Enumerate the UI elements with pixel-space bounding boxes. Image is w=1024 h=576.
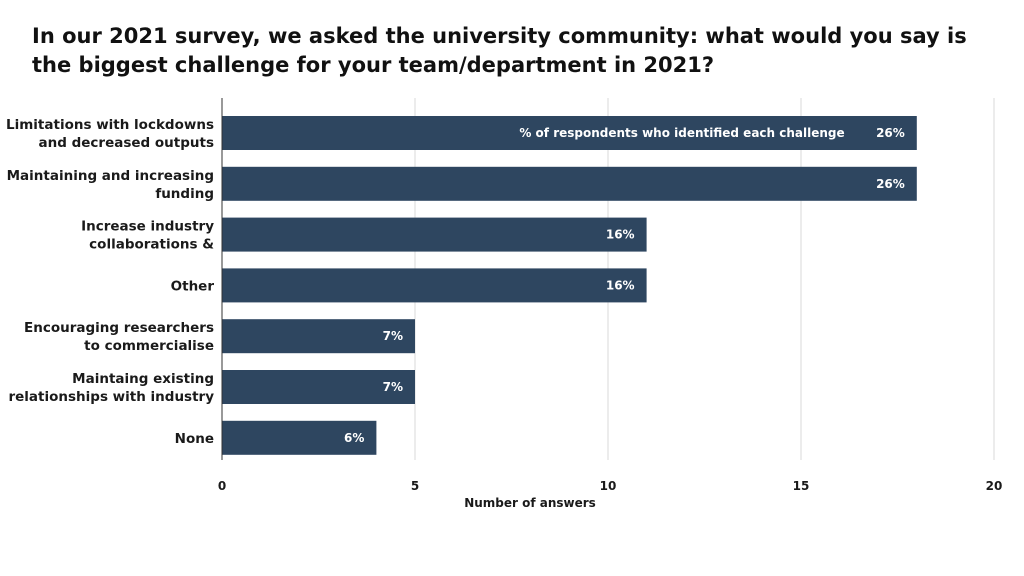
category-label: Maintaining and increasing [7, 168, 214, 184]
x-tick-label: 15 [793, 479, 810, 493]
bar-data-label: 6% [344, 431, 364, 445]
x-tick-label: 20 [986, 479, 1003, 493]
category-label: and decreased outputs [39, 135, 215, 151]
category-label: Limitations with lockdowns [6, 117, 214, 133]
category-label: Maintaing existing [72, 371, 214, 387]
bar-data-label: 7% [383, 329, 403, 343]
bar-data-label: 26% [876, 126, 905, 140]
category-label: Encouraging researchers [24, 320, 214, 336]
bar [222, 217, 647, 252]
series-name-label: % of respondents who identified each cha… [519, 126, 844, 140]
bar-data-label: 26% [876, 177, 905, 191]
x-tick-label: 5 [411, 479, 419, 493]
category-label: Increase industry [81, 219, 214, 235]
x-axis-title: Number of answers [464, 496, 596, 510]
category-label: funding [155, 186, 214, 202]
bars: 26% 26% 16% 16% 7% 7% 6% [222, 116, 917, 455]
bar-data-label: 16% [606, 228, 635, 242]
x-tick-label: 0 [218, 479, 226, 493]
category-label: relationships with industry [8, 389, 214, 405]
category-label: collaborations & [89, 237, 214, 253]
bar-data-label: 7% [383, 380, 403, 394]
bar [222, 268, 647, 303]
bar [222, 116, 917, 150]
bar [222, 319, 415, 354]
category-label: Other [171, 278, 215, 294]
x-tick-labels: 0 5 10 15 20 [218, 479, 1003, 493]
chart-title: In our 2021 survey, we asked the univers… [32, 24, 967, 77]
x-tick-label: 10 [600, 479, 617, 493]
category-labels: Limitations with lockdowns and decreased … [6, 117, 214, 447]
bar [222, 166, 917, 201]
bar [222, 370, 415, 404]
bar [222, 420, 377, 455]
category-label: None [175, 431, 214, 447]
bar-data-label: 16% [606, 278, 635, 292]
category-label: to commercialise [84, 338, 214, 354]
